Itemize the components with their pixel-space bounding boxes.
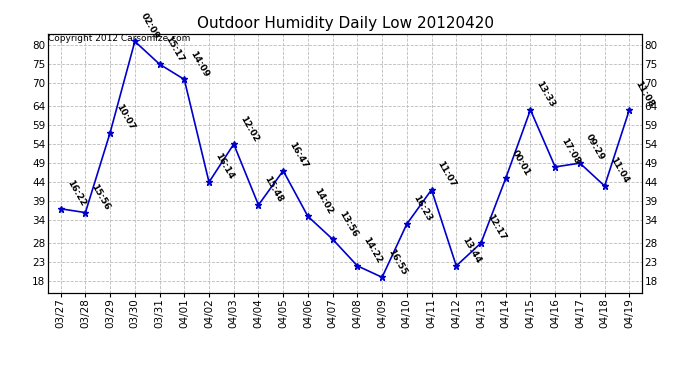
Text: 15:56: 15:56: [90, 183, 112, 212]
Text: 12:02: 12:02: [238, 114, 260, 143]
Text: 16:22: 16:22: [65, 179, 87, 208]
Text: 17:08: 17:08: [560, 137, 582, 166]
Text: 13:56: 13:56: [337, 209, 359, 238]
Title: Outdoor Humidity Daily Low 20120420: Outdoor Humidity Daily Low 20120420: [197, 16, 493, 31]
Text: 15:17: 15:17: [164, 34, 186, 63]
Text: 15:48: 15:48: [263, 175, 285, 204]
Text: 14:02: 14:02: [312, 186, 334, 216]
Text: 16:23: 16:23: [411, 194, 433, 223]
Text: 14:22: 14:22: [362, 236, 384, 265]
Text: 10:07: 10:07: [115, 103, 137, 132]
Text: 16:55: 16:55: [386, 247, 408, 276]
Text: 11:08: 11:08: [633, 80, 656, 109]
Text: 12:17: 12:17: [485, 213, 507, 242]
Text: 16:47: 16:47: [287, 141, 310, 170]
Text: 11:04: 11:04: [609, 156, 631, 185]
Text: 00:01: 00:01: [510, 148, 532, 178]
Text: 11:07: 11:07: [435, 160, 457, 189]
Text: Copyright 2012 Carsomize.com: Copyright 2012 Carsomize.com: [48, 34, 190, 43]
Text: 09:29: 09:29: [584, 133, 607, 162]
Text: 13:44: 13:44: [460, 236, 483, 265]
Text: 02:09: 02:09: [139, 11, 161, 40]
Text: 14:09: 14:09: [188, 49, 210, 79]
Text: 13:33: 13:33: [535, 80, 557, 109]
Text: 16:14: 16:14: [213, 152, 235, 182]
